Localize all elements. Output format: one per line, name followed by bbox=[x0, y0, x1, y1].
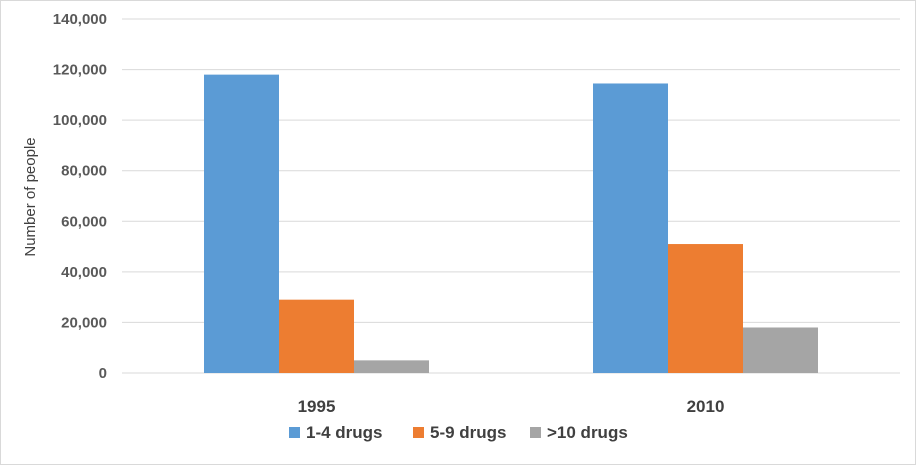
bar-2010-0 bbox=[593, 83, 668, 373]
legend-swatch-1 bbox=[413, 427, 424, 438]
bars bbox=[204, 74, 818, 373]
y-tick-label: 20,000 bbox=[61, 314, 107, 331]
x-tick-label: 1995 bbox=[298, 397, 336, 416]
bar-1995-1 bbox=[279, 299, 354, 373]
legend-label-2: >10 drugs bbox=[547, 423, 628, 442]
bar-2010-1 bbox=[668, 244, 743, 373]
x-tick-label: 2010 bbox=[687, 397, 725, 416]
y-tick-label: 40,000 bbox=[61, 264, 107, 281]
bar-1995-2 bbox=[354, 360, 429, 373]
y-tick-label: 100,000 bbox=[53, 112, 107, 129]
y-tick-label: 120,000 bbox=[53, 62, 107, 79]
legend-swatch-2 bbox=[530, 427, 541, 438]
legend-label-1: 5-9 drugs bbox=[430, 423, 507, 442]
y-tick-label: 60,000 bbox=[61, 213, 107, 230]
y-tick-label: 140,000 bbox=[53, 11, 107, 28]
legend-swatch-0 bbox=[289, 427, 300, 438]
x-axis-ticks: 1995 2010 bbox=[298, 397, 725, 416]
y-axis-ticks: 0 20,000 40,000 60,000 80,000 100,000 120,000 1… bbox=[53, 11, 107, 382]
y-tick-label: 0 bbox=[99, 365, 107, 382]
y-axis-label: Number of people bbox=[22, 137, 39, 256]
bar-1995-0 bbox=[204, 74, 279, 373]
bar-2010-2 bbox=[743, 327, 818, 373]
y-tick-label: 80,000 bbox=[61, 163, 107, 180]
legend: 1-4 drugs 5-9 drugs >10 drugs bbox=[289, 423, 628, 442]
legend-label-0: 1-4 drugs bbox=[306, 423, 383, 442]
